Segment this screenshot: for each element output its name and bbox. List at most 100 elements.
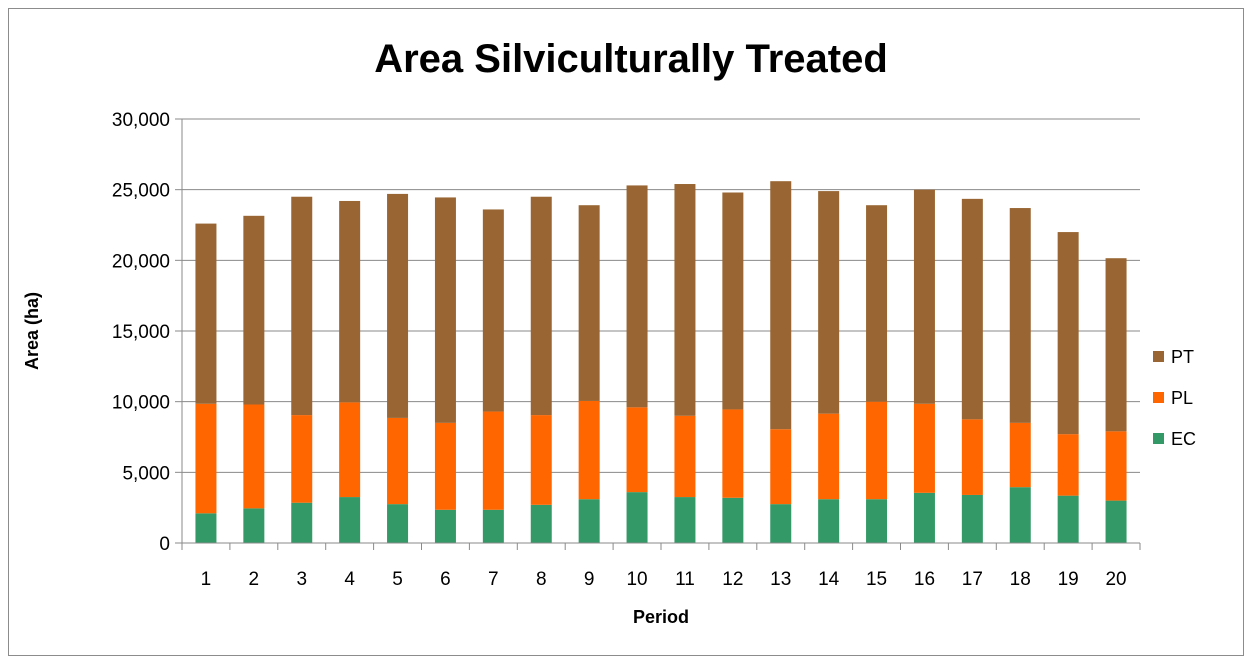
- x-tick-label: 8: [536, 569, 547, 590]
- bar-pt: [530, 196, 552, 416]
- bar-ec: [818, 499, 840, 543]
- bar-pt: [1057, 232, 1079, 435]
- legend-label-pl: PL: [1171, 388, 1193, 408]
- bar-pt: [1105, 258, 1127, 432]
- bar-pt: [482, 209, 504, 412]
- x-tick-label: 14: [818, 569, 840, 590]
- bar-ec: [1057, 495, 1079, 543]
- legend-swatch-pl: [1153, 392, 1164, 403]
- x-tick-labels: 1 2 3 4 5 6 7 8 9 10 11 12 13 14 15 16 17 18 19 20: [201, 569, 1127, 590]
- bar-pt: [578, 205, 600, 401]
- bar-pt: [674, 184, 696, 416]
- y-tick-label: 25,000: [112, 181, 170, 202]
- axes: [175, 118, 1141, 550]
- bar-pl: [195, 403, 217, 514]
- bar-pt: [722, 192, 744, 410]
- bar-pl: [1057, 434, 1079, 496]
- bar-ec: [626, 492, 648, 543]
- bar-ec: [578, 499, 600, 543]
- x-tick-label: 10: [626, 569, 647, 590]
- y-axis-title: Area (ha): [22, 292, 42, 370]
- legend-label-ec: EC: [1171, 429, 1196, 449]
- gridlines: [182, 118, 1140, 473]
- bar-ec: [1105, 500, 1127, 543]
- bar-ec: [770, 504, 792, 543]
- x-tick-label: 11: [675, 569, 695, 590]
- bar-pl: [913, 403, 935, 493]
- bar-pl: [1009, 422, 1031, 488]
- y-tick-label: 5,000: [122, 463, 170, 484]
- x-tick-label: 13: [770, 569, 791, 590]
- x-tick-label: 5: [392, 569, 403, 590]
- y-tick-label: 0: [159, 534, 170, 555]
- y-tick-label: 15,000: [112, 322, 170, 343]
- bar-ec: [195, 513, 217, 543]
- bar-pl: [866, 401, 888, 500]
- bar-pt: [913, 189, 935, 404]
- bar-pl: [1105, 431, 1127, 501]
- bar-pt: [434, 197, 456, 423]
- x-tick-label: 20: [1105, 569, 1126, 590]
- bar-pl: [578, 400, 600, 500]
- bar-ec: [243, 508, 265, 543]
- x-tick-label: 18: [1010, 569, 1031, 590]
- x-tick-label: 2: [249, 569, 260, 590]
- bar-pt: [195, 223, 217, 404]
- x-tick-label: 9: [584, 569, 595, 590]
- bar-ec: [674, 497, 696, 543]
- x-tick-label: 12: [722, 569, 743, 590]
- bar-ec: [961, 494, 983, 543]
- y-tick-labels: 0 5,000 10,000 15,000 20,000 25,000 30,000: [112, 110, 170, 555]
- bar-ec: [722, 497, 744, 543]
- bar-pl: [818, 413, 840, 500]
- bar-pt: [626, 185, 648, 408]
- bar-pt: [387, 193, 409, 418]
- bar-pt: [818, 191, 840, 414]
- bar-pt: [770, 181, 792, 430]
- x-tick-label: 16: [914, 569, 935, 590]
- bar-pl: [291, 415, 313, 503]
- bar-pt: [866, 205, 888, 402]
- legend: PT PL EC: [1153, 347, 1196, 449]
- x-axis-title: Period: [633, 607, 689, 627]
- legend-swatch-ec: [1153, 433, 1164, 444]
- bar-ec: [339, 497, 361, 543]
- x-tick-label: 3: [296, 569, 307, 590]
- y-tick-label: 20,000: [112, 251, 170, 272]
- bar-series: [195, 181, 1127, 543]
- bar-pt: [339, 200, 361, 403]
- bar-pl: [722, 409, 744, 498]
- bar-ec: [387, 504, 409, 543]
- x-tick-label: 6: [440, 569, 451, 590]
- bar-pl: [626, 407, 648, 493]
- bar-pl: [434, 422, 456, 510]
- x-tick-label: 1: [201, 569, 212, 590]
- bar-ec: [482, 509, 504, 543]
- bar-pl: [387, 417, 409, 505]
- bar-pt: [961, 198, 983, 420]
- y-tick-label: 10,000: [112, 393, 170, 414]
- x-tick-label: 4: [344, 569, 355, 590]
- bar-ec: [866, 499, 888, 543]
- bar-pl: [530, 415, 552, 505]
- chart-title: Area Silviculturally Treated: [374, 37, 888, 81]
- bar-ec: [530, 504, 552, 543]
- bar-pl: [339, 402, 361, 498]
- x-tick-label: 17: [962, 569, 983, 590]
- bar-ec: [1009, 487, 1031, 543]
- legend-swatch-pt: [1153, 351, 1164, 362]
- bar-ec: [913, 492, 935, 543]
- bar-ec: [434, 509, 456, 543]
- x-tick-label: 7: [488, 569, 499, 590]
- x-tick-label: 15: [866, 569, 887, 590]
- bar-pt: [243, 215, 265, 405]
- bar-pl: [482, 411, 504, 510]
- legend-label-pt: PT: [1171, 347, 1194, 367]
- bar-pl: [961, 419, 983, 495]
- bar-ec: [291, 502, 313, 543]
- bar-pt: [1009, 208, 1031, 423]
- bar-pl: [674, 415, 696, 498]
- bar-pl: [770, 429, 792, 505]
- bar-pl: [243, 404, 265, 509]
